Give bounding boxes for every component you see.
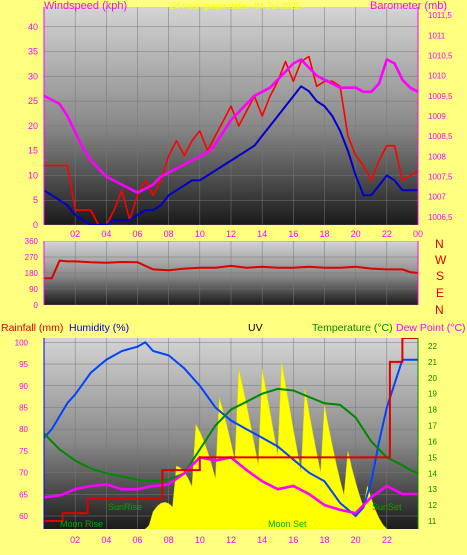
- baro-tick-label: 1007: [428, 193, 446, 202]
- x-tick-label: 14: [257, 229, 267, 239]
- x-tick-label: 16: [288, 535, 298, 545]
- x-tick-label: 10: [195, 229, 205, 239]
- x-tick-label: 06: [132, 229, 142, 239]
- humidity-tick-label: 65: [19, 490, 28, 499]
- temp-tick-label: 15: [428, 453, 437, 462]
- direction-grid: [44, 241, 418, 305]
- lower-series: [44, 338, 418, 529]
- humidity-tick-label: 80: [19, 425, 28, 434]
- temperature-label: Temperature (°C): [312, 322, 393, 334]
- x-tick-label: 10: [195, 535, 205, 545]
- baro-tick-label: 1006,5: [428, 213, 453, 222]
- sunset-label: SunSet: [372, 502, 402, 512]
- x-tick-label: 18: [319, 229, 329, 239]
- wind-tick-label: 40: [28, 22, 38, 32]
- temp-tick-label: 18: [428, 406, 437, 415]
- dir-letter-n1: N: [435, 237, 444, 251]
- windspeed-label: Windspeed (kph): [44, 0, 127, 12]
- x-tick-label: 04: [101, 535, 111, 545]
- x-tick-label: 20: [351, 229, 361, 239]
- wind-tick-label: 15: [28, 146, 38, 156]
- x-tick-label: 18: [319, 535, 329, 545]
- wind-tick-label: 35: [28, 47, 38, 57]
- wind-tick-label: 10: [28, 170, 38, 180]
- temp-tick-label: 22: [428, 342, 437, 351]
- x-tick-label: 02: [70, 535, 80, 545]
- baro-tick-label: 1009: [428, 112, 446, 121]
- x-tick-label: 20: [351, 535, 361, 545]
- wind-speed-line: [44, 85, 418, 225]
- x-tick-label: 12: [226, 229, 236, 239]
- wind-tick-label: 5: [33, 195, 38, 205]
- x-tick-label: 04: [101, 229, 111, 239]
- wind-tick-label: 25: [28, 96, 38, 106]
- barometer-line: [44, 58, 418, 194]
- wind-baro-series: [44, 55, 418, 225]
- dir-letter-n2: N: [435, 303, 444, 317]
- x-tick-label: 22: [382, 229, 392, 239]
- dir-tick-label: 180: [25, 269, 39, 278]
- rainfall-line: [44, 338, 418, 522]
- x-tick-label: 14: [257, 535, 267, 545]
- baro-tick-label: 1010: [428, 72, 446, 81]
- humidity-tick-label: 85: [19, 403, 28, 412]
- dir-tick-label: 360: [25, 237, 39, 246]
- baro-tick-label: 1009,5: [428, 92, 453, 101]
- temperature-line: [44, 387, 418, 483]
- humidity-tick-label: 75: [19, 447, 28, 456]
- graph-title: 24 hour graph data - 04 Jul 2025: [170, 1, 301, 11]
- dew-point-label: Dew Point (°C): [396, 322, 466, 334]
- humidity-tick-label: 70: [19, 469, 28, 478]
- wind-tick-label: 0: [33, 220, 38, 230]
- moon-set-label: Moon Set: [268, 519, 307, 529]
- temp-tick-label: 13: [428, 485, 437, 494]
- barometer-label: Barometer (mb): [370, 0, 447, 12]
- x-tick-label: 16: [288, 229, 298, 239]
- x-tick-label: 02: [70, 229, 80, 239]
- wind-direction-line: [44, 259, 418, 280]
- baro-tick-label: 1008,5: [428, 132, 453, 141]
- uv-label: UV: [248, 322, 263, 334]
- dir-letter-s: S: [436, 269, 444, 283]
- baro-tick-label: 1011: [428, 31, 446, 40]
- humidity-tick-label: 100: [15, 338, 29, 347]
- direction-series: [44, 259, 418, 280]
- wind-tick-label: 30: [28, 71, 38, 81]
- x-tick-label: 12: [226, 535, 236, 545]
- humidity-tick-label: 60: [19, 512, 28, 521]
- baro-tick-label: 1010,5: [428, 51, 453, 60]
- temp-tick-label: 21: [428, 358, 437, 367]
- dir-tick-label: 90: [29, 285, 38, 294]
- baro-tick-label: 1007,5: [428, 173, 453, 182]
- dir-letter-w: W: [435, 253, 447, 267]
- x-tick-label: 06: [132, 535, 142, 545]
- x-tick-label: 08: [164, 229, 174, 239]
- humidity-tick-label: 95: [19, 360, 28, 369]
- temp-tick-label: 11: [428, 517, 437, 526]
- temp-tick-label: 19: [428, 390, 437, 399]
- baro-tick-label: 1008: [428, 152, 446, 161]
- wind-tick-label: 20: [28, 121, 38, 131]
- wind-gust-line: [44, 55, 418, 225]
- temp-tick-label: 14: [428, 469, 437, 478]
- sunrise-label: SunRise: [108, 502, 142, 512]
- x-tick-label: 08: [164, 535, 174, 545]
- x-tick-label: 22: [382, 535, 392, 545]
- temp-tick-label: 17: [428, 422, 437, 431]
- uv-area: [145, 361, 387, 529]
- rainfall-label: Rainfall (mm): [1, 322, 63, 334]
- axis-ticks: 02 04 06 08 10 12 14 16 18 20 22 000510152025303540…: [15, 11, 453, 545]
- moon-rise-label: Moon Rise: [60, 519, 103, 529]
- x-tick-label: 00: [413, 229, 423, 239]
- dir-letter-e: E: [436, 286, 444, 300]
- dir-tick-label: 270: [25, 253, 39, 262]
- temp-tick-label: 20: [428, 374, 437, 383]
- dir-tick-label: 0: [34, 301, 39, 310]
- humidity-label: Humidity (%): [69, 322, 129, 334]
- baro-tick-label: 1011,5: [428, 11, 452, 20]
- temp-tick-label: 16: [428, 437, 437, 446]
- humidity-tick-label: 90: [19, 382, 28, 391]
- temp-tick-label: 12: [428, 501, 437, 510]
